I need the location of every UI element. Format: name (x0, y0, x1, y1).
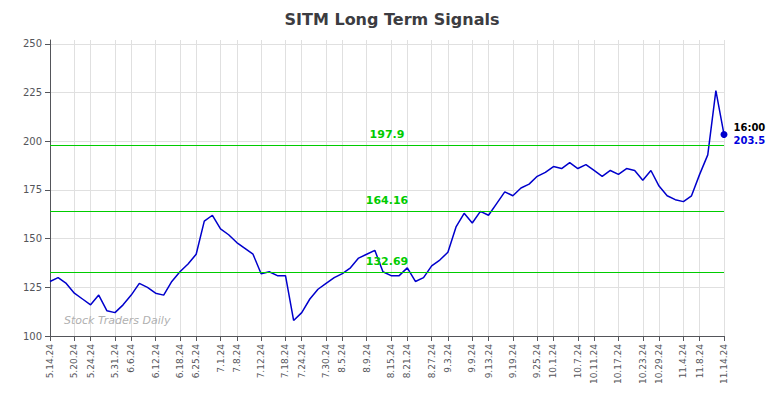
svg-text:9.9.24: 9.9.24 (467, 344, 477, 373)
svg-text:10.17.24: 10.17.24 (613, 344, 623, 384)
svg-text:5.14.24: 5.14.24 (45, 344, 55, 379)
svg-text:9.25.24: 9.25.24 (532, 344, 542, 379)
svg-text:10.29.24: 10.29.24 (654, 344, 664, 384)
svg-text:11.4.24: 11.4.24 (678, 344, 688, 379)
svg-text:200: 200 (23, 136, 42, 147)
svg-text:5.24.24: 5.24.24 (86, 344, 96, 379)
svg-text:16:00: 16:00 (734, 122, 766, 133)
svg-text:8.15.24: 8.15.24 (386, 344, 396, 379)
svg-text:100: 100 (23, 331, 42, 342)
svg-text:175: 175 (23, 184, 42, 195)
svg-text:250: 250 (23, 38, 42, 49)
svg-text:125: 125 (23, 282, 42, 293)
svg-text:203.5: 203.5 (734, 135, 766, 146)
svg-text:6.25.24: 6.25.24 (191, 344, 201, 379)
svg-text:Stock Traders Daily: Stock Traders Daily (64, 314, 171, 327)
svg-text:7.24.24: 7.24.24 (297, 344, 307, 379)
svg-text:225: 225 (23, 87, 42, 98)
svg-text:150: 150 (23, 233, 42, 244)
svg-text:164.16: 164.16 (366, 194, 409, 207)
svg-text:9.13.24: 9.13.24 (484, 344, 494, 379)
svg-text:7.30.24: 7.30.24 (321, 344, 331, 379)
svg-text:6.12.24: 6.12.24 (151, 344, 161, 379)
svg-text:7.12.24: 7.12.24 (256, 344, 266, 379)
svg-text:11.8.24: 11.8.24 (695, 344, 705, 379)
svg-text:132.69: 132.69 (366, 255, 408, 268)
svg-text:8.9.24: 8.9.24 (362, 344, 372, 373)
svg-text:6.6.24: 6.6.24 (126, 344, 136, 373)
svg-text:10.23.24: 10.23.24 (638, 344, 648, 384)
svg-text:9.3.24: 9.3.24 (443, 344, 453, 373)
svg-text:9.19.24: 9.19.24 (508, 344, 518, 379)
svg-text:7.1.24: 7.1.24 (216, 344, 226, 373)
svg-text:10.7.24: 10.7.24 (573, 344, 583, 379)
svg-text:5.20.24: 5.20.24 (69, 344, 79, 379)
svg-text:6.18.24: 6.18.24 (175, 344, 185, 379)
svg-text:SITM Long Term Signals: SITM Long Term Signals (285, 10, 500, 29)
svg-text:8.21.24: 8.21.24 (402, 344, 412, 379)
svg-text:8.5.24: 8.5.24 (337, 344, 347, 373)
svg-text:10.1.24: 10.1.24 (548, 344, 558, 379)
svg-text:197.9: 197.9 (370, 128, 405, 141)
svg-text:8.27.24: 8.27.24 (427, 344, 437, 379)
svg-text:7.18.24: 7.18.24 (280, 344, 290, 379)
svg-text:7.8.24: 7.8.24 (232, 344, 242, 373)
svg-text:5.31.24: 5.31.24 (110, 344, 120, 379)
svg-text:11.14.24: 11.14.24 (719, 344, 729, 384)
svg-text:10.11.24: 10.11.24 (589, 344, 599, 384)
